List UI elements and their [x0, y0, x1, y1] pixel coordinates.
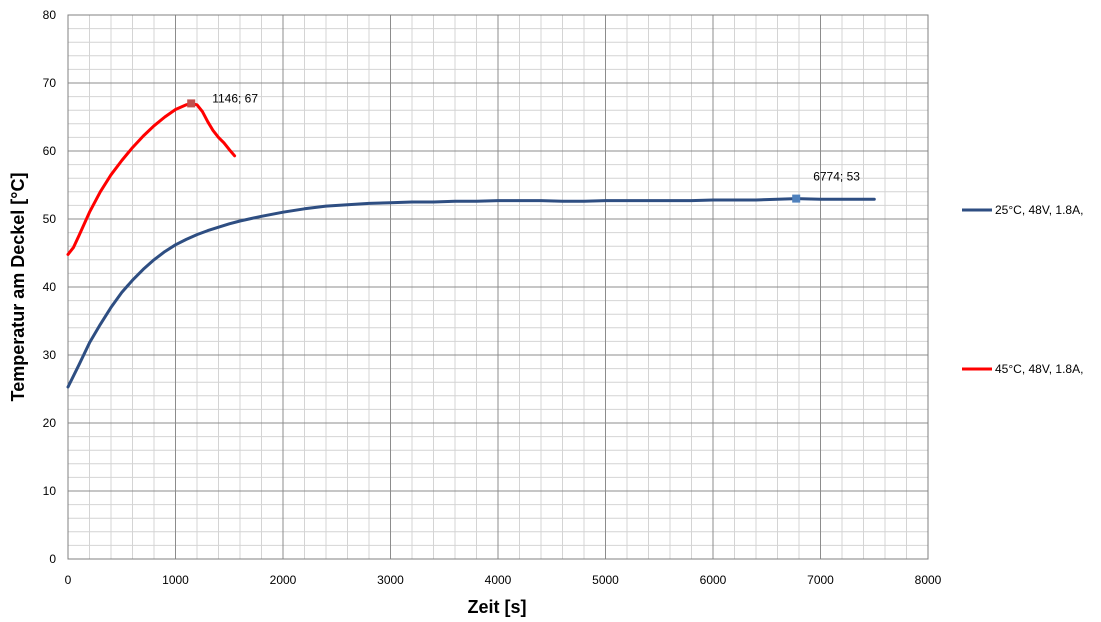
y-tick-label: 30	[43, 348, 57, 362]
x-tick-label: 3000	[377, 573, 404, 587]
legend: 25°C, 48V, 1.8A, 45°C, 48V, 1.8A,	[962, 203, 1083, 376]
x-tick-label: 4000	[485, 573, 512, 587]
data-point-label: 6774; 53	[813, 170, 860, 184]
x-tick-label: 7000	[807, 573, 834, 587]
y-tick-label: 70	[43, 76, 57, 90]
series-line-1	[66, 197, 876, 389]
plot-area-frame	[67, 14, 929, 560]
x-tick-label: 0	[65, 573, 72, 587]
series-line-2	[66, 101, 237, 256]
x-tick-label: 6000	[700, 573, 727, 587]
legend-label: 25°C, 48V, 1.8A,	[995, 203, 1083, 217]
y-axis-title: Temperatur am Deckel [°C]	[8, 173, 28, 402]
data-point-marker	[187, 99, 196, 108]
y-tick-label: 50	[43, 212, 57, 226]
y-tick-label: 40	[43, 280, 57, 294]
series-layer	[66, 101, 876, 389]
data-point-label: 1146; 67	[212, 91, 258, 105]
y-tick-label: 60	[43, 144, 57, 158]
y-tick-label: 20	[43, 416, 57, 430]
x-tick-label: 5000	[592, 573, 619, 587]
x-tick-label: 8000	[915, 573, 942, 587]
x-axis-ticks: 0 1000 2000 3000 4000 5000 6000 7000 8000	[65, 573, 942, 587]
y-tick-label: 0	[49, 552, 56, 566]
x-tick-label: 2000	[270, 573, 297, 587]
y-axis-ticks: 0 10 20 30 40 50 60 70 80	[43, 8, 57, 566]
annotation-layer: 6774; 53 1146; 67	[187, 91, 860, 203]
x-tick-label: 1000	[162, 573, 189, 587]
data-point-marker	[792, 194, 801, 203]
x-axis-title: Zeit [s]	[467, 597, 526, 617]
y-tick-label: 10	[43, 484, 57, 498]
y-tick-label: 80	[43, 8, 57, 22]
legend-label: 45°C, 48V, 1.8A,	[995, 362, 1083, 376]
